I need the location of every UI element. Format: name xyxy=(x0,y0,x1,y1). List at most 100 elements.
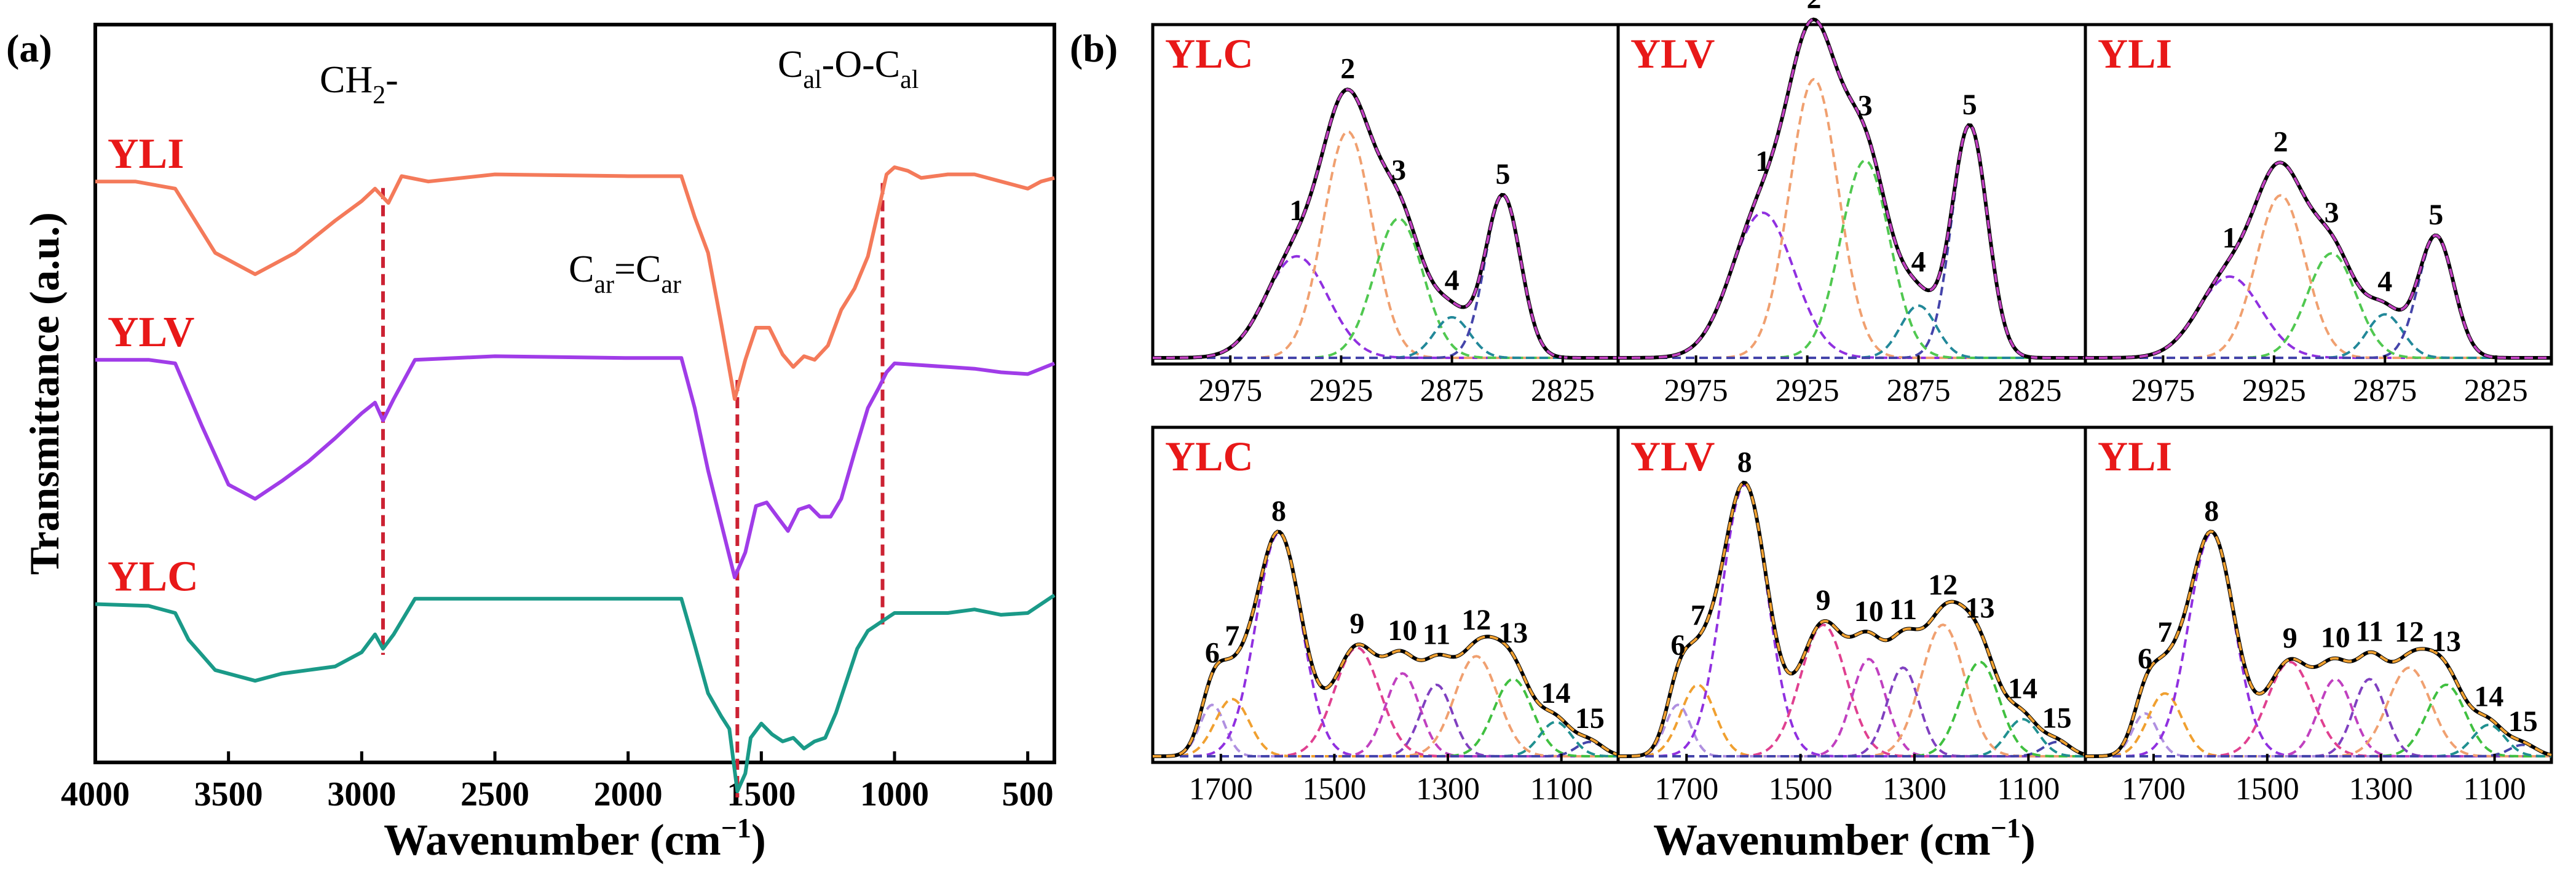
x-tick-label: 2975 xyxy=(2131,373,2195,408)
peak-label: 10 xyxy=(1854,595,1884,628)
fit-component-1 xyxy=(1618,211,2085,359)
fit-component-5 xyxy=(1153,194,1618,359)
peak-label: 12 xyxy=(1461,604,1491,636)
peak-label: 8 xyxy=(1271,495,1286,528)
subplot-title: YLI xyxy=(2098,30,2172,77)
series-label-yli: YLI xyxy=(108,130,184,178)
peak-label: 11 xyxy=(1889,593,1917,626)
series-lines xyxy=(95,165,1056,793)
peak-label: 2 xyxy=(2274,125,2288,158)
peak-label: 13 xyxy=(2432,625,2461,658)
peak-label: 9 xyxy=(2283,622,2297,655)
x-tick-label: 4000 xyxy=(61,775,130,813)
x-tick-label: 1700 xyxy=(1654,772,1718,807)
fit-component-14 xyxy=(1153,721,1618,757)
x-tick-label: 2925 xyxy=(1776,373,1839,408)
x-tick-label: 1500 xyxy=(1769,772,1833,807)
cumulative-fit xyxy=(1618,481,2086,757)
subplot-top-ylv: 1 2 3 4 5 YLV 2975 2925 2875 2825 xyxy=(1616,0,2087,408)
peak-label: 12 xyxy=(1928,569,1958,601)
cumulative-fit xyxy=(1153,88,1618,359)
series-label-ylv: YLV xyxy=(108,309,194,356)
fit-component-2 xyxy=(1153,130,1618,359)
peak-label: 15 xyxy=(1575,702,1605,735)
peak-label: 15 xyxy=(2042,702,2072,734)
x-tick-label: 2875 xyxy=(2353,373,2417,408)
panel-b: (b) 12345YLC297529252875282512345YLV2975… xyxy=(1070,0,2553,864)
peak-label: 9 xyxy=(1349,607,1364,640)
fit-component-15 xyxy=(1618,740,2086,757)
fit-component-2 xyxy=(1618,77,2085,359)
x-tick-label: 3000 xyxy=(327,775,396,813)
peak-label: 9 xyxy=(1816,584,1831,617)
fit-component-6 xyxy=(1618,703,2085,757)
x-tick-label: 1300 xyxy=(2349,772,2413,807)
peak-label: 12 xyxy=(2395,615,2424,648)
subplot-top-ylc: 1 2 3 4 5 YLC 2975 2925 2875 2825 xyxy=(1151,23,1620,408)
subplot-title: YLI xyxy=(2098,433,2172,480)
subplot-title: YLV xyxy=(1630,30,1715,77)
annotation-car-car: Car=Car xyxy=(569,248,681,299)
annotation-ch2: CH2- xyxy=(320,59,398,109)
measured-spectrum xyxy=(1153,87,1618,360)
annotation-cal-o-cal: Cal-O-Cal xyxy=(778,44,919,94)
peak-label: 4 xyxy=(1911,246,1926,279)
x-axis-ticks: 4000 3500 3000 2500 2000 1500 1000 500 xyxy=(61,751,1054,813)
peak-label: 8 xyxy=(2204,495,2219,528)
measured-spectrum xyxy=(1618,480,2086,758)
peak-label: 5 xyxy=(2428,199,2443,231)
measured-spectrum xyxy=(2085,529,2552,758)
peak-label: 6 xyxy=(1205,637,1220,670)
x-axis-label: Wavenumber (cm−1) xyxy=(1653,812,2036,864)
peak-label: 6 xyxy=(1670,629,1685,662)
peak-label: 4 xyxy=(1445,264,1460,297)
peak-label: 7 xyxy=(1225,620,1239,652)
peak-label: 4 xyxy=(2377,265,2392,298)
fit-component-5 xyxy=(1618,124,2085,359)
x-tick-label: 500 xyxy=(1002,775,1054,813)
panel-a: (a) 4000 3500 3000 2500 2000 1500 1000 500 YLIY… xyxy=(6,23,1056,864)
peak-label: 1 xyxy=(2222,222,2237,255)
fit-component-3 xyxy=(1153,217,1618,359)
fit-component-5 xyxy=(2085,235,2551,359)
peak-label: 11 xyxy=(2356,615,2384,648)
peak-label: 6 xyxy=(2138,643,2152,675)
fit-component-8 xyxy=(1618,483,2085,757)
x-tick-label: 1500 xyxy=(2235,772,2299,807)
cumulative-fit xyxy=(2085,530,2552,757)
fit-component-15 xyxy=(1153,740,1619,757)
cumulative-fit xyxy=(1618,18,2085,359)
subplot-frame xyxy=(2084,23,2553,366)
fit-component-3 xyxy=(1618,159,2085,359)
peak-label: 7 xyxy=(2157,616,2172,649)
measured-spectrum xyxy=(2085,160,2551,360)
peak-label: 3 xyxy=(1391,154,1406,186)
x-tick-label: 2875 xyxy=(1420,373,1484,408)
peak-label: 10 xyxy=(1388,614,1417,647)
fit-component-8 xyxy=(2085,532,2551,757)
x-tick-label: 2825 xyxy=(1998,373,2062,408)
peak-label: 10 xyxy=(2321,622,2350,654)
x-tick-label: 2925 xyxy=(1309,373,1373,408)
peak-label: 2 xyxy=(1806,0,1821,15)
subplot-frame xyxy=(2084,425,2553,764)
fit-component-6 xyxy=(1153,703,1618,757)
fit-component-8 xyxy=(1153,532,1618,757)
peak-label: 3 xyxy=(1858,90,1873,122)
peak-label: 5 xyxy=(1962,89,1977,121)
peak-label: 1 xyxy=(1755,145,1770,178)
fit-component-14 xyxy=(2085,724,2551,757)
peak-label: 3 xyxy=(2325,197,2339,229)
x-tick-label: 1500 xyxy=(1302,772,1366,807)
panel-label: (b) xyxy=(1070,26,1118,70)
x-tick-label: 2500 xyxy=(460,775,529,813)
peak-label: 1 xyxy=(1289,194,1304,227)
peak-label: 7 xyxy=(1691,599,1705,631)
fit-component-15 xyxy=(2085,743,2552,757)
subplot-title: YLC xyxy=(1165,30,1254,77)
peak-label: 15 xyxy=(2508,705,2538,738)
x-tick-label: 1300 xyxy=(1883,772,1946,807)
